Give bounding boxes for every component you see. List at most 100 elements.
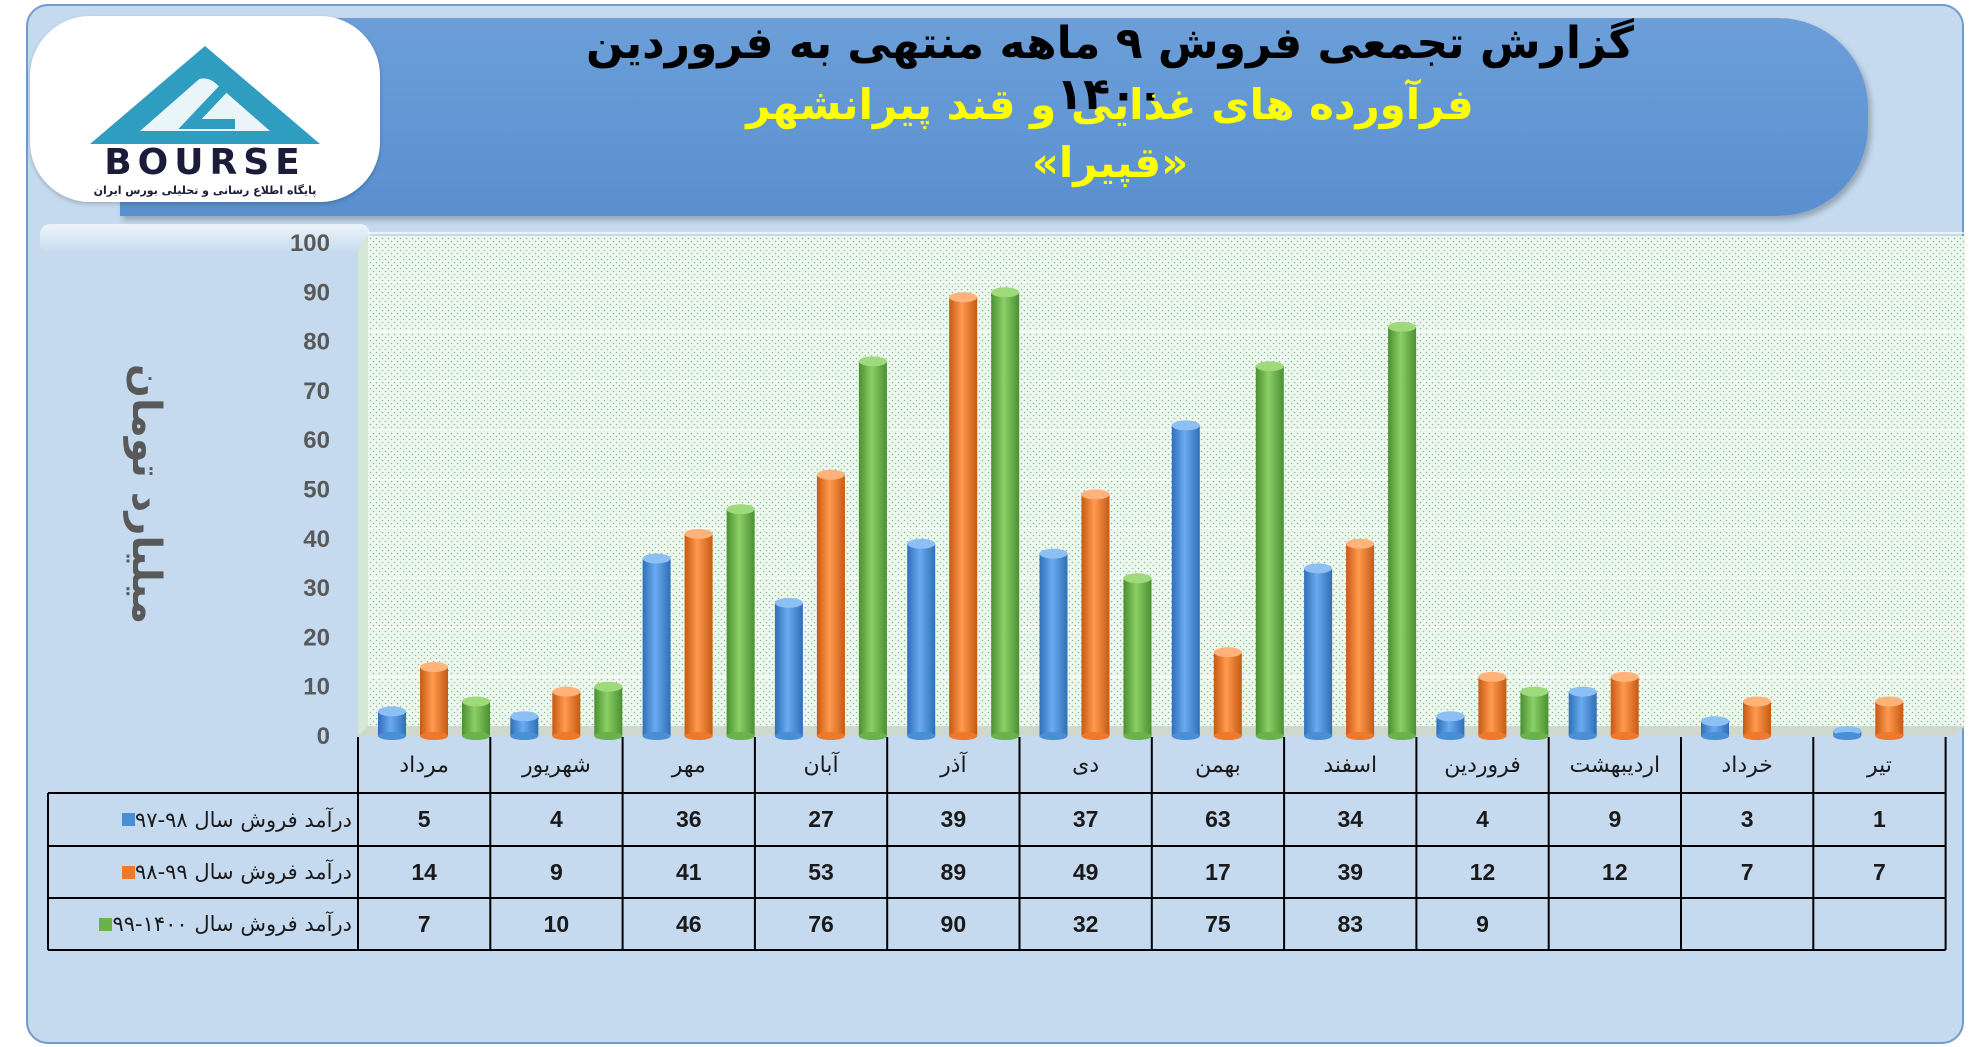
bar (1701, 716, 1729, 740)
bar (684, 528, 713, 740)
bar (1388, 321, 1417, 740)
legend-label: درآمد فروش سال ۹۸-۹۷ (135, 807, 352, 832)
bar (1346, 538, 1375, 740)
legend-label: درآمد فروش سال ۹۹-۹۸ (135, 860, 352, 884)
bar (1171, 420, 1200, 740)
y-tick-label: 20 (303, 624, 330, 651)
table-value: 53 (808, 858, 834, 885)
bar (552, 686, 581, 740)
legend-entry: درآمد فروش سال ۹۸-۹۷ (48, 793, 358, 846)
table-value: 83 (1337, 910, 1364, 937)
category-label: فروردین (1444, 752, 1521, 778)
y-tick-label: 60 (303, 427, 330, 454)
table-value: 41 (675, 858, 702, 885)
legend-swatch (122, 865, 136, 879)
company-name: فرآورده های غذایی و قند پیرانشهر (746, 80, 1474, 129)
table-value: 76 (808, 910, 834, 937)
bar (1833, 726, 1862, 740)
table-value: 39 (1337, 858, 1364, 885)
plot-back-wall (368, 236, 1965, 726)
category-label: آذر (940, 752, 967, 778)
bar (1610, 671, 1639, 740)
bar (1123, 573, 1152, 740)
table-value: 12 (1602, 858, 1628, 885)
bar (774, 597, 803, 740)
chart-title: گزارش تجمعی فروش ۹ ماهه منتهی به فروردین… (586, 18, 1634, 120)
bar (1568, 686, 1597, 740)
y-tick-label: 70 (303, 378, 330, 405)
y-tick-label: 40 (303, 526, 330, 553)
table-value: 14 (411, 858, 437, 885)
bar (1081, 489, 1110, 740)
bars (378, 287, 1904, 740)
category-label: شهریور (522, 752, 591, 778)
y-tick-label: 50 (303, 477, 330, 504)
legend-entry: درآمد فروش سال ۱۴۰۰-۹۹ (48, 898, 358, 950)
gridlines (368, 232, 1965, 678)
category-label: خرداد (1721, 752, 1773, 778)
table-value: 17 (1205, 858, 1231, 885)
table-value: 4 (550, 806, 563, 832)
category-label: تیر (1867, 752, 1892, 778)
table-value: 36 (675, 806, 702, 832)
bar (594, 681, 623, 740)
legend-label: درآمد فروش سال ۱۴۰۰-۹۹ (112, 912, 352, 936)
table-value: 75 (1205, 910, 1231, 937)
logo-graphic: BOURSE پایگاه اطلاع رسانی و تحلیلی بورس … (90, 46, 320, 197)
bar (726, 504, 755, 740)
y-axis-ticks: 0 10 20 30 40 50 60 70 80 90 100 (290, 230, 330, 750)
logo-subtitle: پایگاه اطلاع رسانی و تحلیلی بورس ایران (94, 184, 317, 197)
table-value: 37 (1072, 806, 1099, 832)
bar (1875, 696, 1904, 740)
bar (858, 356, 887, 740)
bar (1304, 563, 1333, 740)
table-value: 34 (1337, 806, 1364, 832)
bar (1213, 647, 1242, 740)
y-tick-label: 0 (317, 723, 330, 750)
plot-floor (358, 726, 1965, 736)
bar (907, 538, 936, 740)
table-value: 49 (1072, 858, 1099, 885)
table-value: 39 (940, 806, 967, 832)
bar (1478, 671, 1507, 740)
bar (816, 469, 845, 740)
legend-swatch (99, 917, 113, 931)
logo-reflection (40, 224, 370, 254)
table-value: 89 (940, 858, 967, 885)
table-value: 46 (675, 910, 702, 937)
table-value: 9 (550, 858, 563, 885)
category-label: اسفند (1323, 752, 1378, 778)
bar (420, 661, 448, 740)
plot-side-wall (358, 236, 368, 736)
table-value: 9 (1608, 806, 1622, 832)
bar (378, 706, 406, 740)
ticker-symbol: «قپیرا» (1031, 138, 1189, 187)
bar (462, 696, 490, 740)
y-tick-label: 100 (290, 230, 330, 257)
y-tick-label: 90 (303, 279, 330, 306)
table-value: 27 (808, 806, 834, 832)
table-value (1549, 898, 1681, 950)
table-value: 3 (1740, 806, 1754, 832)
table-value: 32 (1072, 910, 1099, 937)
table-value: 1 (1873, 806, 1886, 832)
bar (1436, 711, 1465, 740)
category-label: مرداد (399, 752, 449, 778)
bar (642, 553, 671, 740)
y-tick-label: 30 (303, 575, 330, 602)
table-value: 7 (1873, 858, 1886, 885)
table-value: 10 (543, 910, 570, 937)
logo-brand-text: BOURSE (104, 142, 306, 183)
table-value: 12 (1469, 858, 1496, 885)
y-tick-label: 80 (303, 329, 330, 356)
table-value: 7 (417, 910, 431, 937)
table-value: 7 (1740, 858, 1754, 885)
bar (1520, 686, 1549, 740)
table-value: 4 (1476, 806, 1489, 832)
title-banner (120, 18, 1868, 216)
bourse-logo: BOURSE پایگاه اطلاع رسانی و تحلیلی بورس … (30, 16, 380, 202)
category-label: مهر (671, 752, 706, 778)
table-value: 9 (1476, 910, 1489, 937)
category-label: بهمن (1195, 752, 1241, 778)
